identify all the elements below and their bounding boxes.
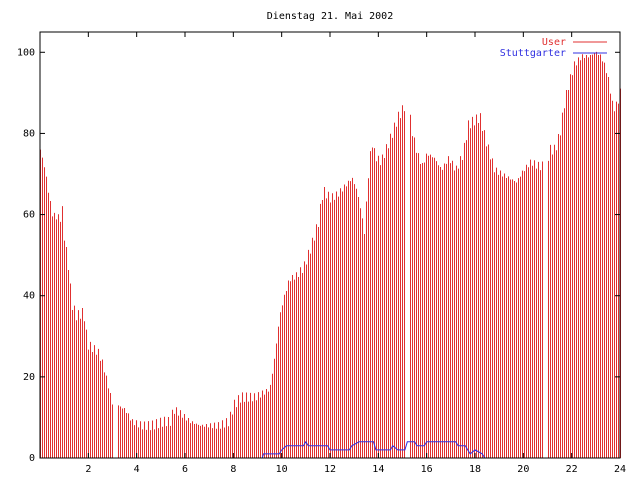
user-impulses	[40, 51, 621, 458]
legend-label-stuttgarter: Stuttgarter	[500, 48, 566, 59]
y-tick-label: 100	[17, 47, 35, 58]
x-tick-label: 14	[372, 464, 384, 475]
y-tick-label: 80	[23, 128, 35, 139]
legend-label-user: User	[542, 37, 566, 48]
x-tick-label: 20	[517, 464, 529, 475]
x-tick-label: 16	[421, 464, 433, 475]
stuttgarter-series	[40, 440, 620, 459]
y-tick-label: 20	[23, 372, 35, 383]
legend: User Stuttgarter	[500, 37, 607, 59]
y-tick-label: 40	[23, 291, 35, 302]
y-tick-label: 0	[29, 453, 35, 464]
x-tick-label: 4	[134, 464, 140, 475]
x-tick-label: 18	[469, 464, 481, 475]
x-tick-label: 6	[182, 464, 188, 475]
x-tick-label: 24	[614, 464, 626, 475]
stuttgarter-line	[40, 440, 620, 459]
x-tick-label: 12	[324, 464, 336, 475]
x-tick-label: 10	[276, 464, 288, 475]
y-tick-label: 60	[23, 210, 35, 221]
x-tick-label: 8	[230, 464, 236, 475]
x-tick-label: 2	[85, 464, 91, 475]
x-tick-label: 22	[566, 464, 578, 475]
chart-title: Dienstag 21. Mai 2002	[267, 11, 393, 22]
